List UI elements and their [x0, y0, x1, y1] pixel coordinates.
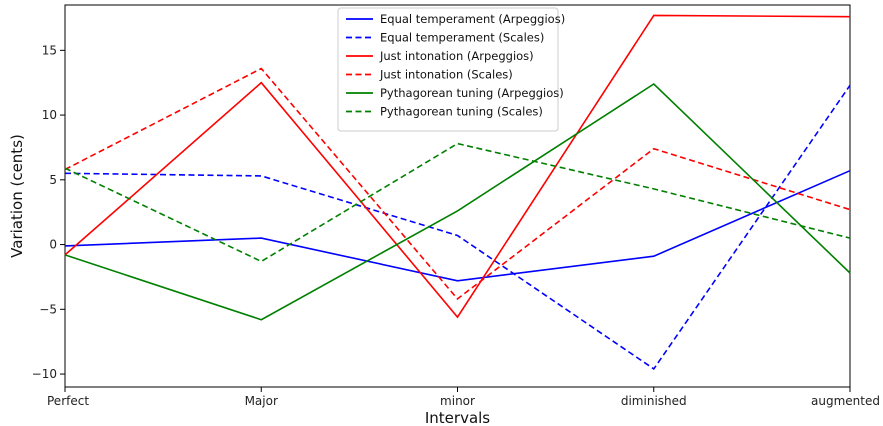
y-tick-label: 0 [49, 238, 57, 252]
legend-label-1: Equal temperament (Arpeggios) [380, 12, 565, 26]
series-line-5 [64, 82, 851, 321]
y-tick-label: −5 [39, 302, 57, 316]
y-axis-label: Variation (cents) [8, 134, 26, 258]
x-tick-label: Perfect [47, 394, 89, 408]
x-tick-label: minor [440, 394, 475, 408]
series-line-6 [64, 142, 851, 263]
series-line-2 [64, 84, 851, 371]
legend: Equal temperament (Arpeggios) Equal tempe… [337, 7, 565, 132]
y-tick-label: −10 [32, 367, 57, 381]
series-line-4 [64, 67, 851, 300]
series-line-3 [64, 14, 851, 319]
legend-label-6: Pythagorean tuning (Scales) [380, 105, 543, 119]
x-tick-label: Major [245, 394, 278, 408]
y-tick-label: 5 [49, 173, 57, 187]
legend-label-4: Just intonation (Scales) [379, 68, 513, 82]
legend-label-2: Equal temperament (Scales) [380, 31, 544, 45]
x-tick-label: diminished [621, 394, 687, 408]
x-axis-label: Intervals [425, 409, 490, 426]
x-axis: Perfect Major minor diminished augmented [47, 387, 880, 408]
legend-label-5: Pythagorean tuning (Arpeggios) [380, 86, 564, 100]
y-axis: −10 −5 0 5 10 15 [32, 43, 65, 381]
series-line-1 [64, 169, 851, 282]
y-tick-label: 10 [42, 108, 57, 122]
y-tick-label: 15 [42, 43, 57, 57]
legend-box [337, 7, 559, 132]
series-lines [64, 14, 851, 371]
x-tick-label: augmented [811, 394, 880, 408]
legend-label-3: Just intonation (Arpeggios) [379, 49, 534, 63]
